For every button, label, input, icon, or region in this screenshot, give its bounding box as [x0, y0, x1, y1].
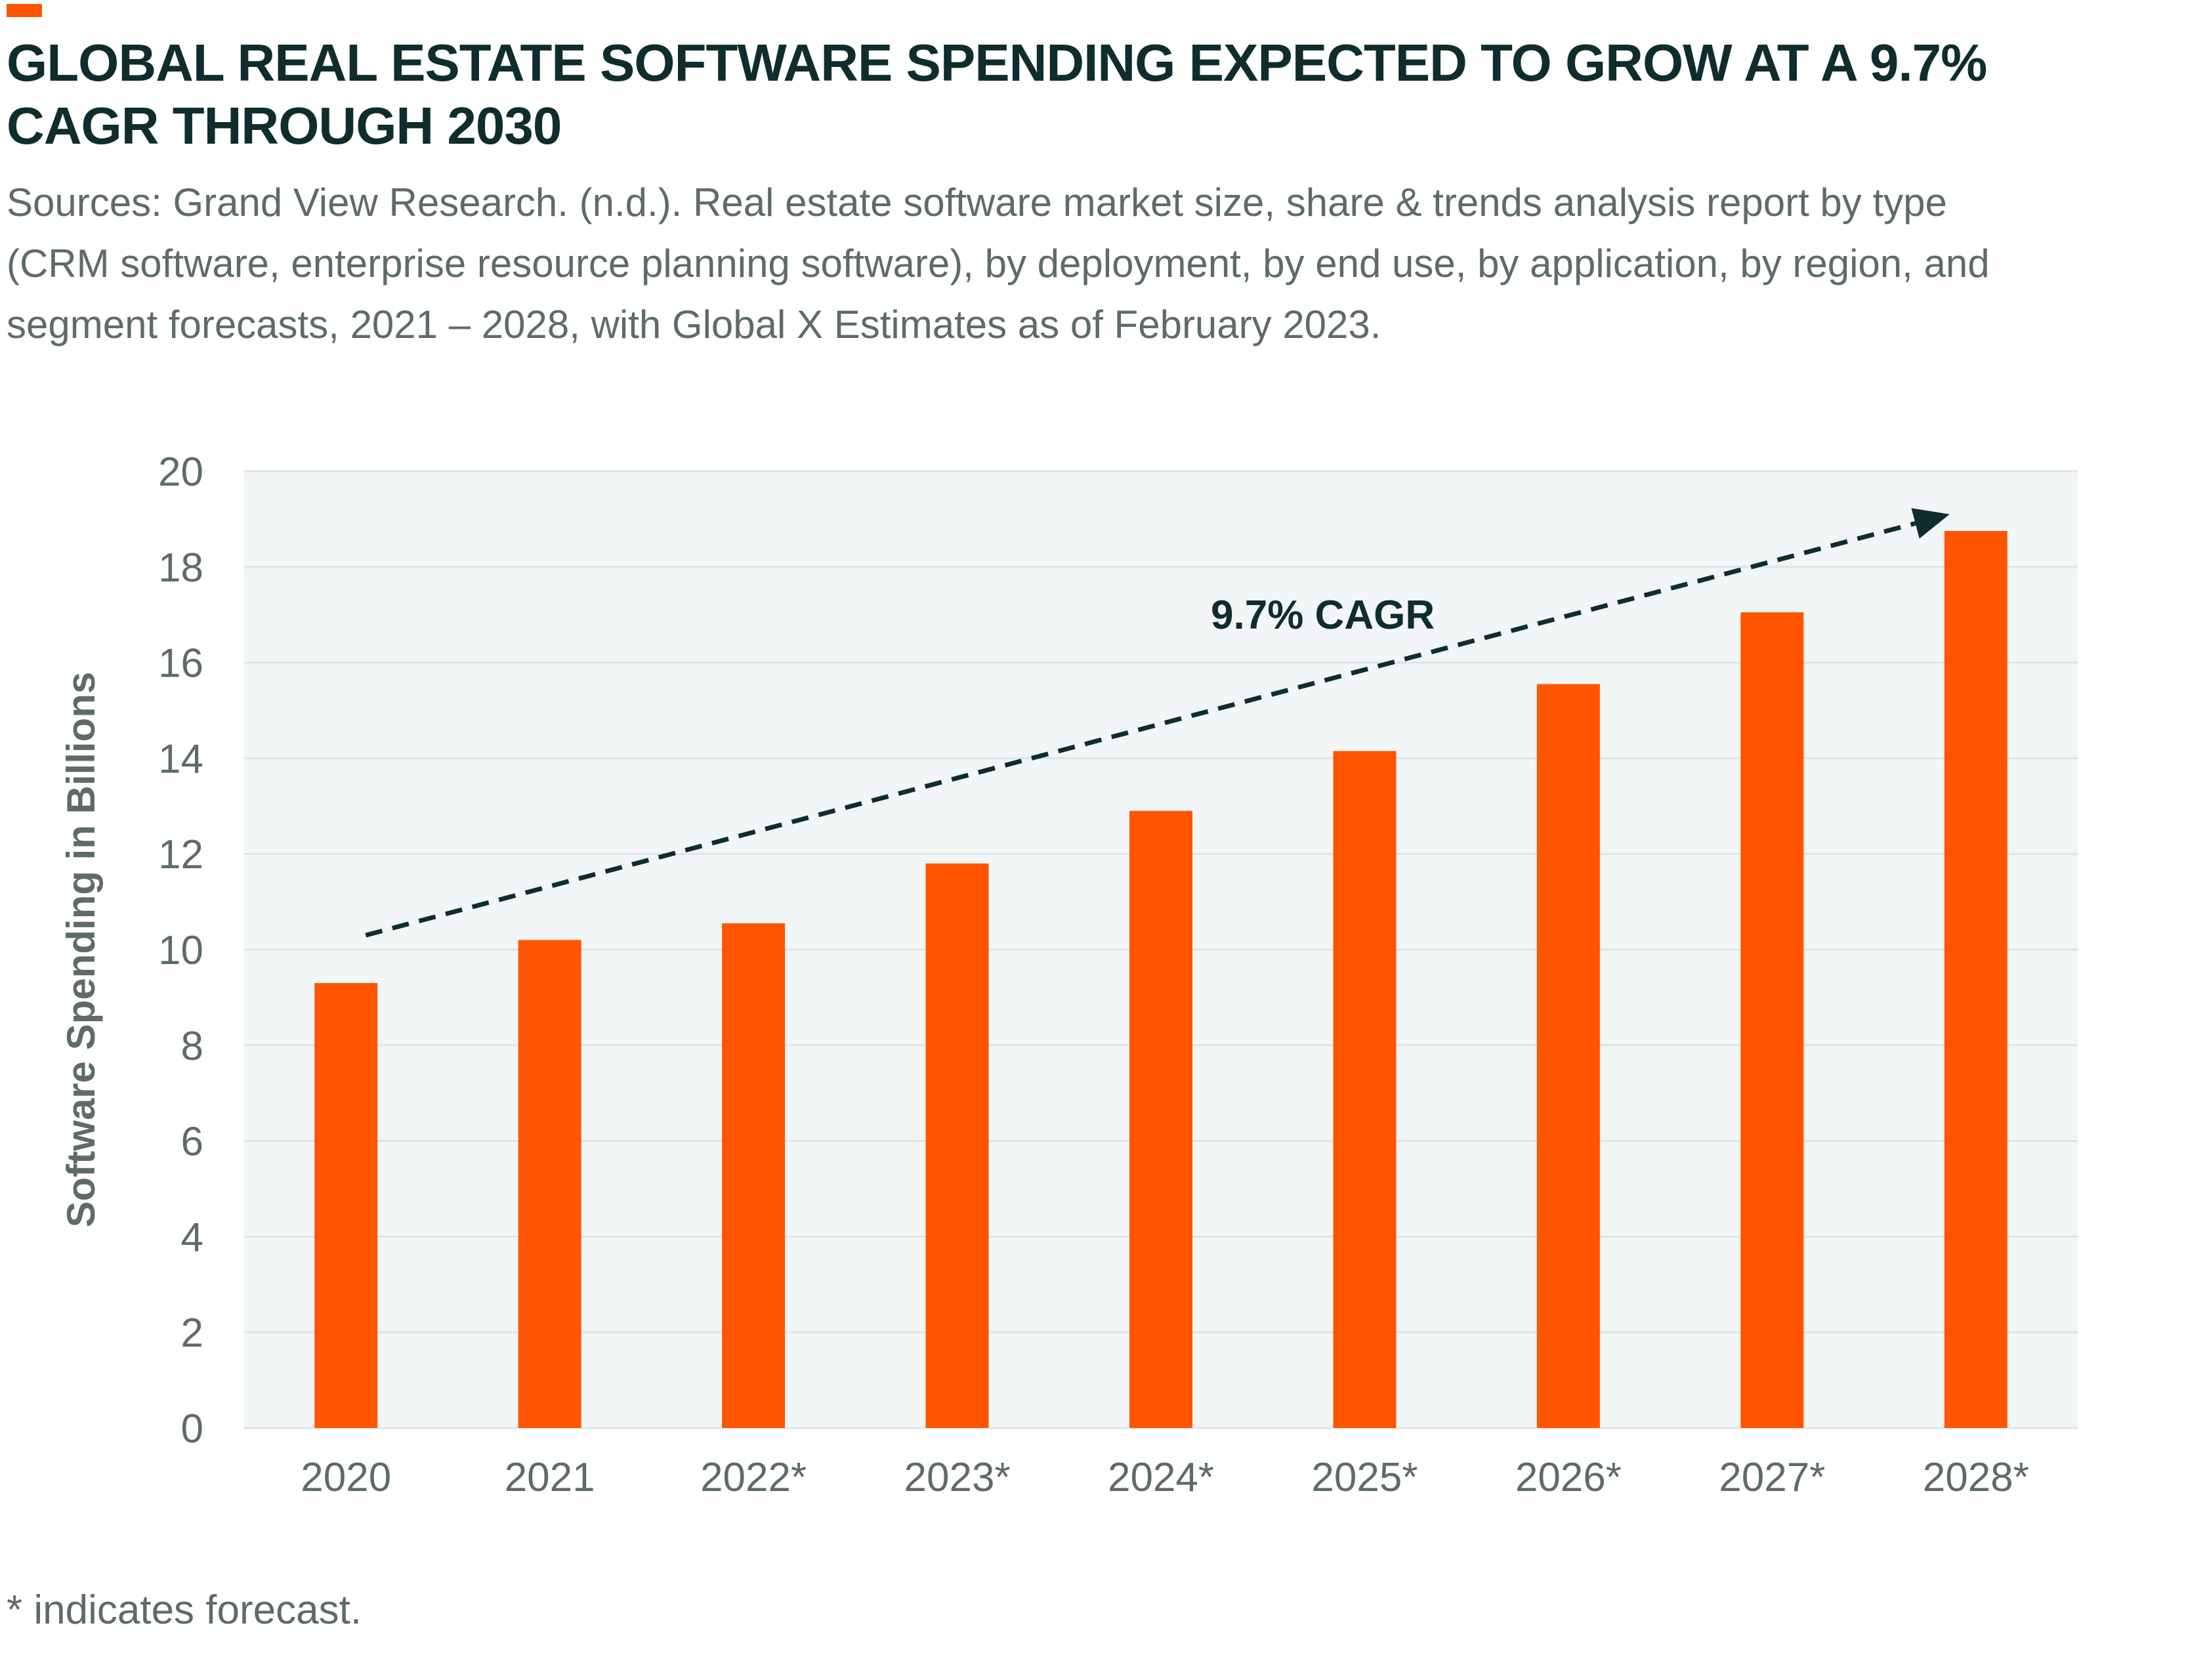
cagr-arrowhead: [1911, 508, 1950, 539]
y-tick-label: 6: [181, 1120, 203, 1165]
x-tick-label: 2023*: [904, 1455, 1011, 1500]
bar: [1944, 531, 2008, 1428]
y-tick-label: 20: [158, 450, 203, 495]
y-tick-label: 10: [158, 928, 203, 973]
y-axis-label: Software Spending in Billions: [59, 672, 103, 1228]
bar: [314, 983, 378, 1428]
chart-title: GLOBAL REAL ESTATE SOFTWARE SPENDING EXP…: [7, 33, 1987, 155]
bars: [314, 531, 2008, 1429]
chart-source: Sources: Grand View Research. (n.d.). Re…: [7, 180, 1990, 346]
x-tick-label: 2024*: [1108, 1455, 1214, 1500]
y-tick-label: 0: [181, 1406, 203, 1452]
x-tick-label: 2020: [301, 1455, 391, 1500]
bar: [722, 923, 786, 1428]
bar: [1740, 612, 1804, 1429]
y-tick-label: 4: [181, 1215, 203, 1260]
y-tick-label: 18: [158, 545, 203, 591]
x-tick-label: 2027*: [1719, 1455, 1825, 1500]
bar: [925, 863, 989, 1428]
y-tick-label: 16: [158, 641, 203, 686]
cagr-trend-line: [365, 521, 1916, 938]
x-tick-label: 2028*: [1923, 1455, 2029, 1500]
bar: [1333, 751, 1397, 1428]
y-tick-label: 8: [181, 1024, 203, 1069]
x-tick-label: 2022*: [700, 1455, 807, 1500]
y-tick-label: 2: [181, 1311, 203, 1356]
cagr-label: 9.7% CAGR: [1211, 593, 1435, 638]
forecast-footnote: * indicates forecast.: [7, 1587, 362, 1633]
y-tick-label: 12: [158, 832, 203, 877]
x-tick-label: 2026*: [1515, 1455, 1622, 1500]
y-tick-label: 14: [158, 736, 203, 782]
x-tick-label: 2025*: [1311, 1455, 1418, 1500]
accent-bar: [7, 4, 42, 17]
cagr-annotation: 9.7% CAGR: [365, 508, 1950, 938]
x-tick-label: 2021: [505, 1455, 595, 1500]
bar: [518, 940, 581, 1428]
bar: [1129, 810, 1192, 1428]
bar: [1536, 684, 1600, 1428]
